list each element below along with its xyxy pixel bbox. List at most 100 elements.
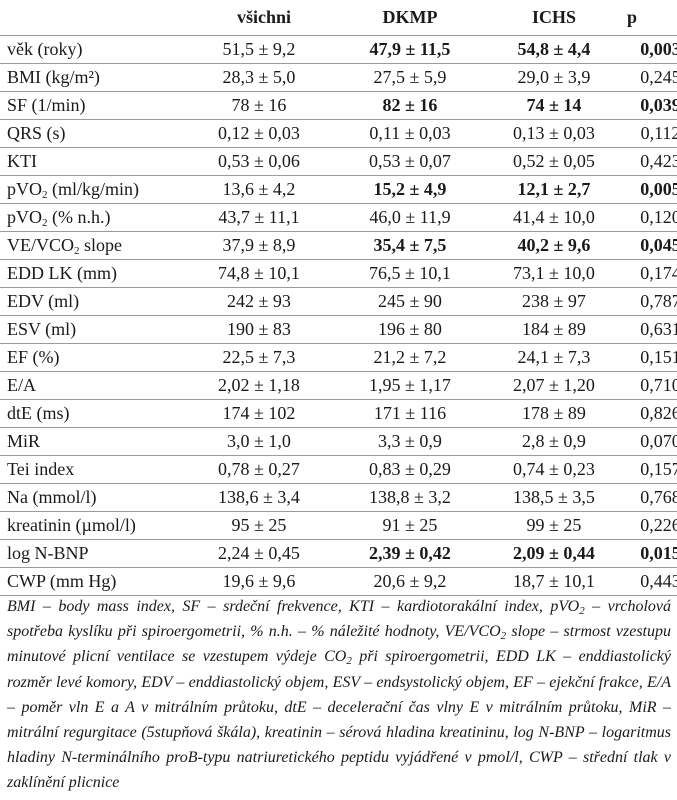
cell-all: 13,6 ± 4,2 — [222, 179, 296, 199]
cell-ichs: 238 ± 97 — [522, 291, 586, 311]
table-row: Tei index 0,78 ± 0,27 0,83 ± 0,29 0,74 ± 0,… — [0, 455, 677, 484]
cell-dkmp: 138,8 ± 3,2 — [369, 487, 451, 507]
table-row: VE/VCO2 slope 37,9 ± 8,9 35,4 ± 7,5 40,2 ± … — [0, 231, 677, 260]
cell-p: 0,443 — [640, 571, 677, 591]
cell-all: 43,7 ± 11,1 — [218, 207, 300, 227]
cell-all: 174 ± 102 — [222, 403, 296, 423]
cell-dkmp: 82 ± 16 — [382, 95, 438, 115]
table-row: E/A 2,02 ± 1,18 1,95 ± 1,17 2,07 ± 1,20 0,71… — [0, 371, 677, 400]
table-row: kreatinin (µmol/l) 95 ± 25 91 ± 25 99 ± 25 0… — [0, 511, 677, 540]
cell-ichs: 99 ± 25 — [526, 515, 582, 535]
cell-ichs: 18,7 ± 10,1 — [513, 571, 595, 591]
header-all: všichni — [236, 7, 292, 27]
cell-ichs: 184 ± 89 — [522, 319, 586, 339]
table-row: ESV (ml) 190 ± 83 196 ± 80 184 ± 89 0,631 — [0, 315, 677, 344]
table-row: EDD LK (mm) 74,8 ± 10,1 76,5 ± 10,1 73,1 ± … — [0, 259, 677, 288]
cell-dkmp: 171 ± 116 — [373, 403, 447, 423]
cell-all: 37,9 ± 8,9 — [222, 235, 296, 255]
cell-dkmp: 20,6 ± 9,2 — [373, 571, 447, 591]
cell-ichs: 73,1 ± 10,0 — [513, 263, 595, 283]
cell-p: 0,045 — [640, 235, 677, 255]
cell-dkmp: 2,39 ± 0,42 — [369, 543, 451, 563]
row-label: SF (1/min) — [7, 95, 86, 115]
table-row: Na (mmol/l) 138,6 ± 3,4 138,8 ± 3,2 138,5 ±… — [0, 483, 677, 512]
table-header-row: všichni DKMP ICHS p — [0, 0, 677, 36]
cell-dkmp: 3,3 ± 0,9 — [378, 431, 442, 451]
row-label: Tei index — [7, 459, 75, 479]
cell-dkmp: 91 ± 25 — [382, 515, 438, 535]
table-row: věk (roky) 51,5 ± 9,2 47,9 ± 11,5 54,8 ± 4,… — [0, 35, 677, 64]
cell-p: 0,423 — [640, 151, 677, 171]
table-row: CWP (mm Hg) 19,6 ± 9,6 20,6 ± 9,2 18,7 ± 10… — [0, 567, 677, 596]
cell-dkmp: 35,4 ± 7,5 — [373, 235, 447, 255]
cell-dkmp: 46,0 ± 11,9 — [369, 207, 451, 227]
cell-ichs: 2,8 ± 0,9 — [522, 431, 586, 451]
header-dkmp: DKMP — [382, 7, 438, 27]
cell-ichs: 138,5 ± 3,5 — [513, 487, 595, 507]
cell-all: 2,02 ± 1,18 — [218, 375, 300, 395]
row-label: MiR — [7, 431, 41, 451]
table-footnote: BMI – body mass index, SF – srdeční frek… — [7, 598, 671, 792]
row-label: Na (mmol/l) — [7, 487, 97, 507]
table-row: log N-BNP 2,24 ± 0,45 2,39 ± 0,42 2,09 ± 0,… — [0, 539, 677, 568]
cell-dkmp: 47,9 ± 11,5 — [369, 39, 451, 59]
cell-all: 22,5 ± 7,3 — [222, 347, 296, 367]
cell-all: 51,5 ± 9,2 — [222, 39, 296, 59]
cell-dkmp: 76,5 ± 10,1 — [369, 263, 451, 283]
row-label: věk (roky) — [7, 39, 83, 59]
table-row: KTI 0,53 ± 0,06 0,53 ± 0,07 0,52 ± 0,05 0,42… — [0, 147, 677, 176]
table-row: BMI (kg/m²) 28,3 ± 5,0 27,5 ± 5,9 29,0 ± 3,… — [0, 63, 677, 92]
cell-p: 0,003 — [640, 39, 677, 59]
table-row: pVO2 (ml/kg/min) 13,6 ± 4,2 15,2 ± 4,9 12,1… — [0, 175, 677, 204]
header-label — [0, 0, 183, 36]
row-label: BMI (kg/m²) — [7, 67, 100, 87]
cell-dkmp: 15,2 ± 4,9 — [373, 179, 447, 199]
cell-ichs: 12,1 ± 2,7 — [517, 179, 591, 199]
cell-ichs: 24,1 ± 7,3 — [517, 347, 591, 367]
header-ichs: ICHS — [531, 7, 576, 27]
cell-dkmp: 0,11 ± 0,03 — [369, 123, 451, 143]
cell-all: 242 ± 93 — [227, 291, 291, 311]
cell-ichs: 74 ± 14 — [526, 95, 582, 115]
cell-all: 78 ± 16 — [231, 95, 287, 115]
table-row: EDV (ml) 242 ± 93 245 ± 90 238 ± 97 0,787 — [0, 287, 677, 316]
cell-p: 0,710 — [640, 375, 677, 395]
cell-ichs: 29,0 ± 3,9 — [517, 67, 591, 87]
row-label: EF (%) — [7, 347, 60, 367]
cell-p: 0,826 — [640, 403, 677, 423]
cell-all: 190 ± 83 — [227, 319, 291, 339]
cell-p: 0,151 — [640, 347, 677, 367]
row-label: EDD LK (mm) — [7, 263, 117, 283]
table-row: QRS (s) 0,12 ± 0,03 0,11 ± 0,03 0,13 ± 0,03… — [0, 119, 677, 148]
cell-all: 0,78 ± 0,27 — [218, 459, 300, 479]
row-label: kreatinin (µmol/l) — [7, 515, 136, 535]
cell-all: 2,24 ± 0,45 — [218, 543, 300, 563]
cell-ichs: 41,4 ± 10,0 — [513, 207, 595, 227]
cell-all: 138,6 ± 3,4 — [218, 487, 300, 507]
cell-p: 0,005 — [640, 179, 677, 199]
cell-p: 0,787 — [640, 291, 677, 311]
cell-ichs: 178 ± 89 — [522, 403, 586, 423]
cell-p: 0,120 — [640, 207, 677, 227]
table-row: dtE (ms) 174 ± 102 171 ± 116 178 ± 89 0,826 — [0, 399, 677, 428]
row-label: KTI — [7, 151, 37, 171]
data-table-container: všichni DKMP ICHS p věk (roky) 51,5 ± 9,2… — [0, 0, 677, 596]
table-row: EF (%) 22,5 ± 7,3 21,2 ± 7,2 24,1 ± 7,3 0,15… — [0, 343, 677, 372]
row-label: QRS (s) — [7, 123, 66, 143]
table-row: MiR 3,0 ± 1,0 3,3 ± 0,9 2,8 ± 0,9 0,070 — [0, 427, 677, 456]
cell-all: 19,6 ± 9,6 — [222, 571, 296, 591]
cell-dkmp: 196 ± 80 — [378, 319, 442, 339]
row-label: CWP (mm Hg) — [7, 571, 117, 591]
row-label: log N-BNP — [7, 543, 89, 563]
row-label: pVO2 (ml/kg/min) — [7, 179, 139, 201]
data-table: všichni DKMP ICHS p věk (roky) 51,5 ± 9,2… — [0, 0, 677, 596]
cell-dkmp: 0,53 ± 0,07 — [369, 151, 451, 171]
cell-dkmp: 21,2 ± 7,2 — [373, 347, 447, 367]
cell-p: 0,157 — [640, 459, 677, 479]
cell-all: 3,0 ± 1,0 — [227, 431, 291, 451]
cell-ichs: 2,07 ± 1,20 — [513, 375, 595, 395]
table-body: věk (roky) 51,5 ± 9,2 47,9 ± 11,5 54,8 ± 4,… — [0, 35, 677, 596]
cell-all: 0,12 ± 0,03 — [218, 123, 300, 143]
cell-p: 0,112 — [640, 123, 677, 143]
cell-p: 0,015 — [640, 543, 677, 563]
